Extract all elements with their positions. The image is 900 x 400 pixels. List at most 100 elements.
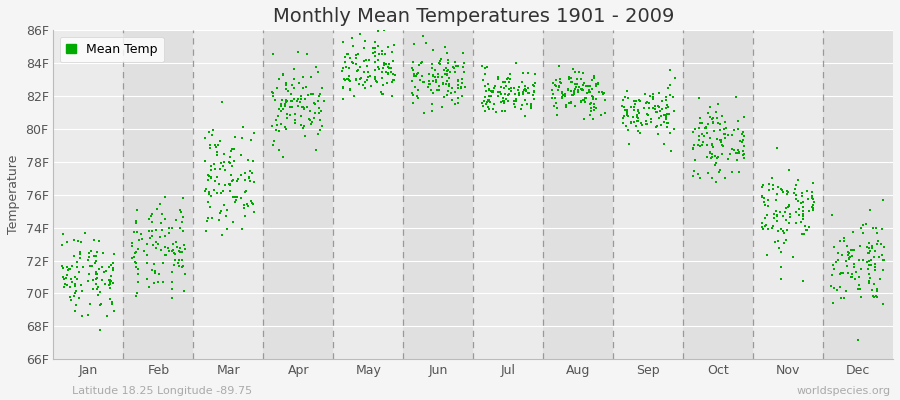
Point <box>856 257 870 263</box>
Point <box>295 85 310 91</box>
Point <box>526 87 541 94</box>
Point <box>343 87 357 93</box>
Point <box>440 88 454 95</box>
Point <box>868 294 882 301</box>
Point <box>358 85 373 91</box>
Point <box>706 120 720 126</box>
Point <box>617 104 632 110</box>
Point <box>94 277 109 283</box>
Point <box>414 60 428 67</box>
Point <box>68 281 82 288</box>
Point <box>154 220 168 226</box>
Point <box>621 127 635 134</box>
Point <box>384 49 399 55</box>
Point <box>479 88 493 94</box>
Point <box>280 111 294 117</box>
Point <box>338 77 353 83</box>
Point <box>478 83 492 90</box>
Point <box>350 68 365 74</box>
Point <box>140 252 154 258</box>
Point <box>806 180 821 186</box>
Point <box>552 84 566 90</box>
Point <box>724 146 739 152</box>
Point <box>294 122 309 128</box>
Point <box>769 196 783 203</box>
Point <box>125 240 140 246</box>
Point <box>842 254 857 260</box>
Point <box>173 244 187 251</box>
Point <box>642 105 656 112</box>
Point <box>313 108 328 114</box>
Point <box>148 270 163 276</box>
Point <box>410 93 425 100</box>
Point <box>81 278 95 284</box>
Point <box>312 105 327 112</box>
Point <box>501 92 516 98</box>
Point <box>141 228 156 235</box>
Point <box>482 98 496 104</box>
Point <box>620 112 634 118</box>
Point <box>382 61 396 67</box>
Point <box>296 106 310 113</box>
Point <box>773 276 788 282</box>
Point <box>431 82 446 89</box>
Point <box>565 79 580 86</box>
Point <box>855 230 869 237</box>
Point <box>662 92 677 98</box>
Point <box>757 199 771 205</box>
Point <box>516 88 530 95</box>
Point <box>357 79 372 85</box>
Point <box>630 118 644 124</box>
Point <box>551 87 565 94</box>
Point <box>553 83 567 89</box>
Point <box>300 104 314 110</box>
Point <box>162 230 176 236</box>
Point <box>130 207 144 213</box>
Point <box>583 89 598 95</box>
Point <box>426 47 440 53</box>
Point <box>266 93 281 100</box>
Point <box>279 80 293 86</box>
Point <box>280 114 294 121</box>
Point <box>377 60 392 66</box>
Point <box>422 78 436 84</box>
Point <box>876 267 890 273</box>
Point <box>218 167 232 173</box>
Point <box>778 204 793 211</box>
Point <box>104 273 118 279</box>
Point <box>580 90 594 96</box>
Point <box>866 292 880 299</box>
Point <box>238 188 253 194</box>
Point <box>91 283 105 290</box>
Point <box>144 233 158 239</box>
Point <box>445 85 459 91</box>
Point <box>854 294 868 300</box>
Point <box>627 98 642 104</box>
Point <box>83 301 97 307</box>
Point <box>345 35 359 42</box>
Point <box>574 98 589 105</box>
Point <box>644 92 658 99</box>
Point <box>735 139 750 145</box>
Point <box>300 50 314 57</box>
Point <box>275 71 290 78</box>
Point <box>275 72 290 78</box>
Point <box>204 214 219 221</box>
Point <box>700 170 715 176</box>
Point <box>508 98 523 104</box>
Point <box>313 91 328 97</box>
Point <box>693 142 707 149</box>
Point <box>659 104 673 111</box>
Point <box>303 121 318 127</box>
Point <box>520 70 535 76</box>
Point <box>143 234 157 241</box>
Point <box>417 110 431 116</box>
Point <box>526 92 540 98</box>
Point <box>234 171 248 178</box>
Point <box>563 75 578 81</box>
Point <box>581 87 596 93</box>
Point <box>807 199 822 205</box>
Point <box>518 97 533 104</box>
Point <box>518 86 533 93</box>
Point <box>875 252 889 258</box>
